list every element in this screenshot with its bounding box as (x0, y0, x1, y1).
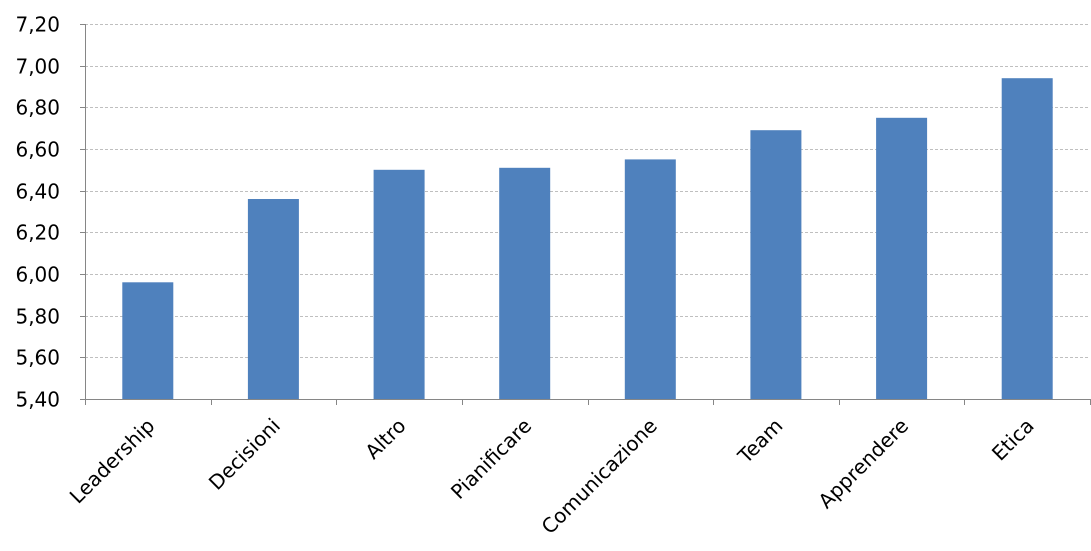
y-tick-labels: 5,40 5,60 5,80 6,00 6,20 6,40 6,60 6,80 7,00 7,20 (15, 13, 60, 412)
y-tick-label: 7,20 (15, 13, 60, 37)
x-tick-label: Decisioni (204, 414, 285, 495)
gridlines (85, 24, 1090, 358)
y-tick-label: 7,00 (15, 55, 60, 79)
bar-comunicazione (624, 159, 676, 399)
y-tick-label: 6,00 (15, 263, 60, 287)
bar-etica (1001, 78, 1053, 399)
axes (80, 24, 1091, 405)
x-tick-label: Altro (360, 414, 410, 464)
x-tick-labels: Leadership Decisioni Altro Pianificare Comun… (65, 414, 1039, 539)
y-tick-label: 5,40 (15, 388, 60, 412)
y-tick-label: 6,20 (15, 221, 60, 245)
bar-team (750, 130, 802, 399)
bar-leadership (122, 282, 174, 399)
bar-apprendere (876, 117, 928, 400)
bar-decisioni (247, 199, 299, 399)
x-tick-label: Apprendere (813, 414, 913, 514)
y-tick-label: 5,80 (15, 305, 60, 329)
bars (122, 78, 1053, 400)
y-tick-label: 6,60 (15, 138, 60, 162)
y-tick-label: 6,80 (15, 96, 60, 120)
bar-pianificare (499, 167, 551, 399)
y-tick-label: 6,40 (15, 180, 60, 204)
x-tick-label: Comunicazione (537, 414, 662, 539)
y-tick-label: 5,60 (15, 346, 60, 370)
x-tick-label: Leadership (65, 414, 160, 509)
x-tick-label: Pianificare (446, 414, 536, 504)
bar-altro (373, 169, 425, 399)
x-tick-label: Team (732, 414, 787, 469)
x-tick-label: Etica (987, 414, 1039, 466)
